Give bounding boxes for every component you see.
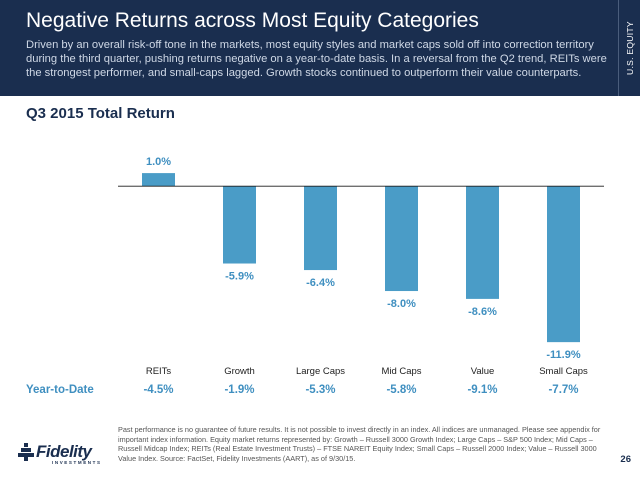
header-banner: Negative Returns across Most Equity Cate… <box>0 0 640 96</box>
ytd-value: -4.5% <box>143 384 174 396</box>
data-label: -5.9% <box>225 271 254 283</box>
data-label: -11.9% <box>546 349 580 361</box>
category-label: Large Caps <box>296 366 345 377</box>
logo-subtext: INVESTMENTS <box>52 460 102 465</box>
data-label: 1.0% <box>146 156 171 168</box>
logo-wordmark: Fidelity <box>36 442 92 461</box>
ytd-label: Year-to-Date <box>26 384 94 396</box>
fidelity-logo: Fidelity INVESTMENTS <box>18 442 110 465</box>
chart-title: Q3 2015 Total Return <box>26 105 175 122</box>
category-label: Small Caps <box>539 366 588 377</box>
page-title: Negative Returns across Most Equity Cate… <box>26 9 479 32</box>
bar-value <box>466 186 499 299</box>
footnote: Past performance is no guarantee of futu… <box>118 425 601 463</box>
ytd-value: -5.3% <box>305 384 336 396</box>
fidelity-pyramid-icon <box>18 443 34 461</box>
data-label: -6.4% <box>306 277 335 289</box>
page-number: 26 <box>620 454 631 465</box>
bar-growth <box>223 186 256 264</box>
ytd-value: -9.1% <box>467 384 498 396</box>
bar-large-caps <box>304 186 337 271</box>
category-label: REITs <box>146 366 172 377</box>
ytd-value: -5.8% <box>386 384 417 396</box>
bar-mid-caps <box>385 186 418 292</box>
category-label: Growth <box>224 366 255 377</box>
bar-reits <box>142 173 175 187</box>
category-label: Mid Caps <box>381 366 421 377</box>
category-label: Value <box>471 366 495 377</box>
page-subtitle: Driven by an overall risk-off tone in th… <box>26 39 607 79</box>
data-label: -8.6% <box>468 306 497 318</box>
ytd-value: -1.9% <box>224 384 255 396</box>
ytd-value: -7.7% <box>548 384 579 396</box>
section-tab-label: U.S. EQUITY <box>625 21 635 75</box>
bar-chart: 1.0% -5.9% -6.4% -8.0% -8.6% -11.9% REITs Grow… <box>118 156 604 377</box>
data-label: -8.0% <box>387 298 416 310</box>
section-tab[interactable]: U.S. EQUITY <box>618 0 640 96</box>
bar-small-caps <box>547 186 580 343</box>
